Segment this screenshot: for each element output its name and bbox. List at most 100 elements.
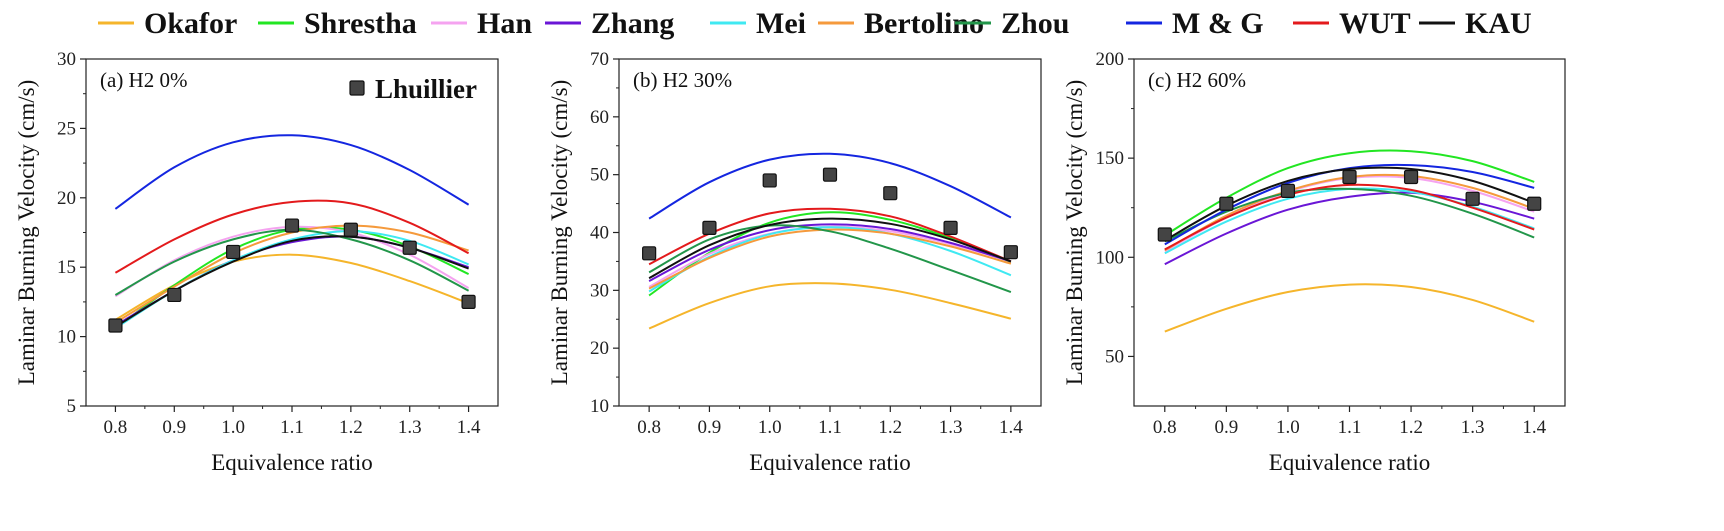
legend-item-kau: KAU xyxy=(1419,7,1532,40)
experiment-point xyxy=(284,218,300,233)
y-axis-title: Laminar Burning Velocity (cm/s) xyxy=(547,80,572,386)
y-tick-label: 10 xyxy=(57,327,76,348)
x-tick-label: 0.9 xyxy=(1214,417,1238,438)
experiment-point xyxy=(822,167,838,182)
experiment-points xyxy=(642,167,1018,261)
series-line-zhou xyxy=(648,224,1012,294)
y-tick-label: 20 xyxy=(590,338,609,359)
series-line-bertolino xyxy=(648,228,1012,290)
panels: 0.8 0.9 1.0 1.1 1.2 1.3 1.4 5 10 15 20 25 30 Equivale… xyxy=(14,49,1566,475)
legend-label-okafor: Okafor xyxy=(144,7,237,40)
experiment-point xyxy=(943,220,958,235)
panel-label: (a) H2 0% xyxy=(100,68,187,92)
y-tick-label: 5 xyxy=(67,396,77,417)
y-tick-label: 50 xyxy=(1105,346,1124,367)
x-tick-label: 1.4 xyxy=(1522,417,1546,438)
chart-panel-1: 0.8 0.9 1.0 1.1 1.2 1.3 1.4 5 10 15 20 25 30 Equivale… xyxy=(14,49,499,475)
experiment-point xyxy=(642,246,657,261)
legend-label-mei: Mei xyxy=(756,7,806,40)
experiment-point xyxy=(1465,191,1480,206)
experiment-point xyxy=(167,287,182,303)
experiment-points xyxy=(108,218,476,333)
experiment-point xyxy=(883,186,898,201)
experiment-point xyxy=(343,222,358,237)
legend-item-zhang: Zhang xyxy=(545,7,674,40)
series-line-okafor xyxy=(648,282,1012,330)
legend-label-han: Han xyxy=(477,7,532,40)
experiment-points xyxy=(1157,169,1542,242)
legend-label-zhang: Zhang xyxy=(591,7,674,40)
experiment-point xyxy=(1280,183,1296,198)
y-tick-label: 60 xyxy=(590,107,609,128)
series-line-m-and-g xyxy=(114,134,470,210)
series-line-wut xyxy=(1164,183,1535,251)
y-tick-label: 50 xyxy=(590,165,609,186)
x-axis-title: Equivalence ratio xyxy=(749,450,911,475)
experiment-point xyxy=(1003,245,1018,260)
series-line-han xyxy=(114,225,470,298)
legend-label-m-and-g: M & G xyxy=(1172,7,1264,40)
panel-label: (c) H2 60% xyxy=(1148,68,1246,92)
x-tick-label: 1.2 xyxy=(1399,417,1423,438)
series-line-m-and-g xyxy=(648,152,1012,220)
y-tick-label: 30 xyxy=(57,49,76,70)
x-tick-label: 0.9 xyxy=(162,417,186,438)
x-tick-label: 1.2 xyxy=(339,417,363,438)
series-line-okafor xyxy=(1164,283,1535,333)
y-tick-label: 100 xyxy=(1096,247,1125,268)
y-axis-title: Laminar Burning Velocity (cm/s) xyxy=(1062,80,1087,386)
legend-label-zhou: Zhou xyxy=(1001,7,1069,40)
series-line-kau xyxy=(648,217,1012,280)
x-tick-label: 1.1 xyxy=(1338,417,1362,438)
x-tick-label: 1.3 xyxy=(398,417,422,438)
legend-label-shrestha: Shrestha xyxy=(304,7,417,40)
x-tick-label: 1.3 xyxy=(939,417,963,438)
series-line-shrestha xyxy=(648,211,1012,297)
legend-item-shrestha: Shrestha xyxy=(258,7,417,40)
experiment-point xyxy=(702,220,717,235)
x-tick-label: 1.4 xyxy=(457,417,481,438)
y-tick-label: 40 xyxy=(590,223,609,244)
experiment-legend-label: Lhuillier xyxy=(375,74,477,104)
legend-item-mei: Mei xyxy=(710,7,806,40)
x-tick-label: 1.4 xyxy=(999,417,1023,438)
y-axis-title: Laminar Burning Velocity (cm/s) xyxy=(14,80,39,386)
experiment-point xyxy=(108,318,123,333)
x-tick-label: 1.0 xyxy=(221,417,245,438)
experiment-point xyxy=(762,173,777,188)
legend-item-zhou: Zhou xyxy=(955,7,1069,40)
chart-panel-3: 0.8 0.9 1.0 1.1 1.2 1.3 1.4 50 100 150 200 Equivale… xyxy=(1062,49,1566,475)
legend-item-wut: WUT xyxy=(1293,7,1411,40)
experiment-point xyxy=(1157,227,1172,242)
legend-label-kau: KAU xyxy=(1465,7,1532,40)
series-line-mei xyxy=(648,226,1012,293)
x-tick-label: 1.0 xyxy=(758,417,782,438)
plot-frame xyxy=(618,58,1042,407)
series-line-zhang xyxy=(648,223,1012,282)
y-tick-label: 200 xyxy=(1096,49,1125,70)
experiment-point xyxy=(1342,169,1357,185)
legend-item-okafor: Okafor xyxy=(98,7,237,40)
y-tick-label: 150 xyxy=(1096,148,1125,169)
x-tick-label: 1.1 xyxy=(818,417,842,438)
experiment-point xyxy=(402,240,417,255)
x-tick-label: 0.8 xyxy=(104,417,128,438)
y-tick-label: 15 xyxy=(57,257,76,278)
x-tick-label: 1.2 xyxy=(878,417,902,438)
x-tick-label: 1.1 xyxy=(280,417,304,438)
panel-label: (b) H2 30% xyxy=(633,68,732,92)
x-tick-label: 0.8 xyxy=(637,417,661,438)
x-tick-label: 0.8 xyxy=(1153,417,1177,438)
x-tick-label: 0.9 xyxy=(698,417,722,438)
chart-panel-2: 0.8 0.9 1.0 1.1 1.2 1.3 1.4 10 20 30 40 50 60 70 Equiv… xyxy=(547,49,1042,475)
y-tick-label: 25 xyxy=(57,118,76,139)
series-line-zhou xyxy=(1164,187,1535,243)
legend-label-wut: WUT xyxy=(1339,7,1411,40)
y-tick-label: 10 xyxy=(590,396,609,417)
y-tick-label: 20 xyxy=(57,188,76,209)
y-tick-label: 30 xyxy=(590,280,609,301)
series-line-wut xyxy=(114,199,470,274)
experiment-point xyxy=(1219,196,1234,211)
experiment-point xyxy=(1527,196,1542,211)
